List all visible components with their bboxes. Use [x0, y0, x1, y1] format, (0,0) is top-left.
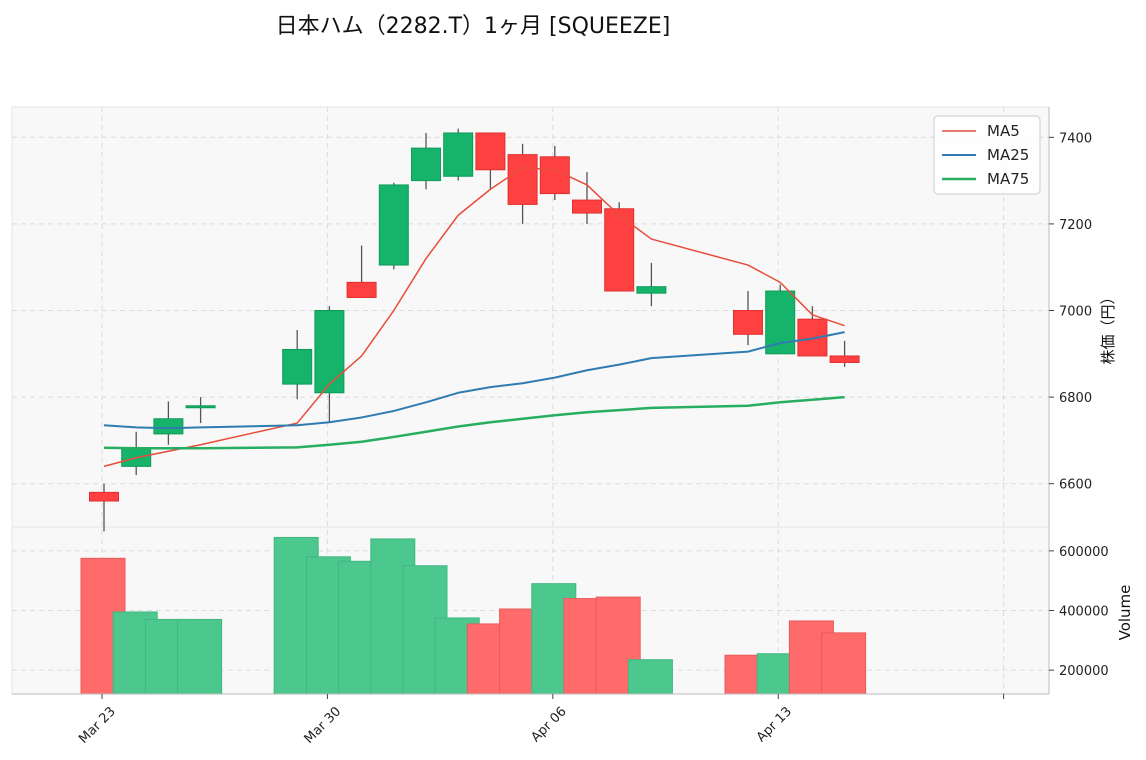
candle-body	[282, 348, 313, 385]
moving-average-lines	[103, 166, 845, 468]
volume-axis-label: Volume	[1116, 585, 1134, 641]
candle-body	[378, 184, 409, 266]
x-tick-label: Apr 06	[528, 704, 569, 745]
candle-body	[636, 286, 667, 294]
ma-line-ma25	[103, 331, 845, 430]
price-tick-label: 7000	[1059, 305, 1092, 320]
volume-bar	[627, 659, 673, 695]
legend-label-ma5: MA5	[987, 122, 1020, 140]
volume-tick-label: 200000	[1059, 664, 1109, 679]
chart-title: 日本ハム（2282.T）1ヶ月 [SQUEEZE]	[275, 14, 671, 39]
volume-tick-label: 400000	[1059, 605, 1109, 620]
volume-tick-label: 600000	[1059, 545, 1109, 560]
x-tick-label: Apr 13	[754, 704, 795, 745]
x-tick-label: Mar 23	[76, 704, 119, 747]
legend-label-ma75: MA75	[987, 170, 1029, 188]
legend: MA5 MA25 MA75	[933, 115, 1041, 195]
candle-body	[829, 355, 860, 363]
candle-body	[539, 156, 570, 195]
candle-body	[572, 199, 602, 214]
candle-body	[346, 281, 377, 299]
candle-body	[475, 132, 506, 171]
candle-body	[604, 208, 635, 292]
candle-body	[507, 154, 538, 205]
price-tick-label: 7400	[1059, 131, 1092, 146]
legend-label-ma25: MA25	[987, 146, 1029, 164]
x-tick-label: Mar 30	[302, 704, 345, 747]
price-axis-label: 株価（円）	[1099, 289, 1117, 364]
price-tick-label: 7200	[1059, 218, 1092, 233]
candle-body	[443, 132, 474, 177]
candle-body	[314, 310, 345, 394]
candle-body	[411, 147, 441, 182]
volume-bar	[177, 618, 223, 695]
candle-body	[185, 405, 216, 409]
ma-line-ma75	[103, 395, 845, 450]
price-tick-label: 6600	[1059, 478, 1092, 493]
candles	[89, 128, 860, 532]
candle-body	[733, 310, 763, 335]
candle-body	[153, 418, 184, 435]
volume-bar	[821, 632, 867, 695]
candle-body	[765, 290, 796, 355]
price-tick-label: 6800	[1059, 391, 1092, 406]
candle-body	[89, 491, 119, 502]
legend-box	[933, 115, 1041, 195]
ma-line-ma5	[103, 166, 845, 468]
